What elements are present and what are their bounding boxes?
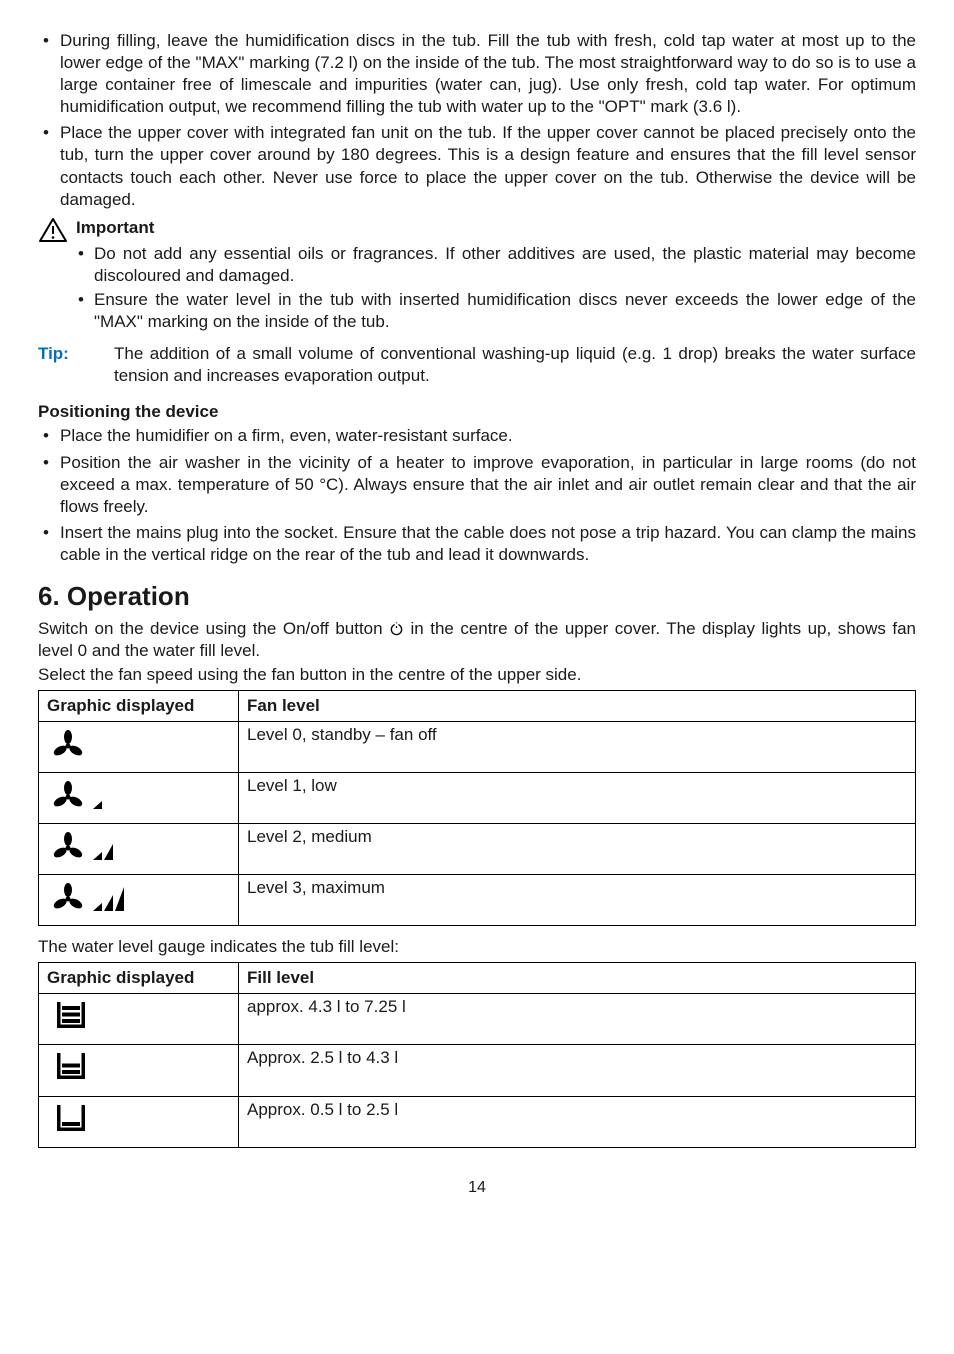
important-bullets: Do not add any essential oils or fragran… — [38, 243, 916, 333]
bullet-item: Insert the mains plug into the socket. E… — [38, 522, 916, 566]
table-row: Level 1, low — [39, 773, 916, 824]
table-row: Approx. 0.5 l to 2.5 l — [39, 1096, 916, 1147]
fill-level-icon — [39, 994, 239, 1045]
intro-bullets: During filling, leave the humidification… — [38, 30, 916, 211]
table-row: Level 3, maximum — [39, 875, 916, 926]
tip-row: Tip: The addition of a small volume of c… — [38, 343, 916, 387]
fill-level-icon — [39, 1045, 239, 1096]
page-number: 14 — [38, 1178, 916, 1199]
important-label: Important — [76, 217, 154, 239]
bullet-item: Position the air washer in the vicinity … — [38, 452, 916, 518]
operation-paragraph-2: Select the fan speed using the fan butto… — [38, 664, 916, 686]
fan-level-table: Graphic displayed Fan level Level 0, sta… — [38, 690, 916, 926]
fan-level-label: Level 1, low — [239, 773, 916, 824]
table-header: Graphic displayed — [39, 963, 239, 994]
power-icon — [389, 621, 404, 636]
fan-level-icon — [39, 875, 239, 926]
fan-level-icon — [39, 824, 239, 875]
positioning-bullets: Place the humidifier on a firm, even, wa… — [38, 425, 916, 566]
bullet-item: Place the humidifier on a firm, even, wa… — [38, 425, 916, 447]
bullet-item: Place the upper cover with integrated fa… — [38, 122, 916, 210]
table-row: Level 0, standby – fan off — [39, 722, 916, 773]
warning-icon — [38, 217, 68, 243]
fan-level-icon — [39, 773, 239, 824]
table-row: Level 2, medium — [39, 824, 916, 875]
fill-level-icon — [39, 1096, 239, 1147]
fill-level-label: approx. 4.3 l to 7.25 l — [239, 994, 916, 1045]
fan-level-label: Level 2, medium — [239, 824, 916, 875]
bullet-item: During filling, leave the humidification… — [38, 30, 916, 118]
fill-level-table: Graphic displayed Fill level approx. 4.3… — [38, 962, 916, 1147]
table-row: Approx. 2.5 l to 4.3 l — [39, 1045, 916, 1096]
table-header: Fan level — [239, 691, 916, 722]
operation-heading: 6. Operation — [38, 580, 916, 614]
positioning-heading: Positioning the device — [38, 401, 916, 423]
fill-level-label: Approx. 0.5 l to 2.5 l — [239, 1096, 916, 1147]
fill-level-label: Approx. 2.5 l to 4.3 l — [239, 1045, 916, 1096]
important-heading-row: Important — [38, 217, 916, 243]
fan-level-label: Level 0, standby – fan off — [239, 722, 916, 773]
table-header: Graphic displayed — [39, 691, 239, 722]
table-header-row: Graphic displayed Fill level — [39, 963, 916, 994]
table-header-row: Graphic displayed Fan level — [39, 691, 916, 722]
fill-intro: The water level gauge indicates the tub … — [38, 936, 916, 958]
table-row: approx. 4.3 l to 7.25 l — [39, 994, 916, 1045]
fan-level-icon — [39, 722, 239, 773]
table-header: Fill level — [239, 963, 916, 994]
bullet-item: Ensure the water level in the tub with i… — [38, 289, 916, 333]
fan-level-label: Level 3, maximum — [239, 875, 916, 926]
bullet-item: Do not add any essential oils or fragran… — [38, 243, 916, 287]
operation-p1a: Switch on the device using the On/off bu… — [38, 619, 389, 638]
tip-label: Tip: — [38, 343, 114, 387]
tip-text: The addition of a small volume of conven… — [114, 343, 916, 387]
operation-paragraph-1: Switch on the device using the On/off bu… — [38, 618, 916, 662]
